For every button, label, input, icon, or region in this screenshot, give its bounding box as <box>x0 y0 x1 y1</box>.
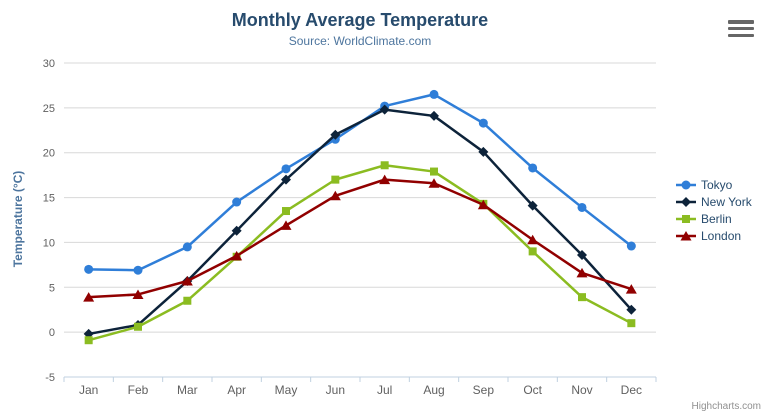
x-axis-label: Mar <box>177 383 198 397</box>
series-marker-london[interactable] <box>625 284 637 294</box>
y-axis-title: Temperature (°C) <box>11 170 25 268</box>
series-line-london[interactable] <box>87 178 633 299</box>
y-axis-label: -5 <box>45 372 55 384</box>
series-marker-london[interactable] <box>280 220 292 230</box>
series-line-berlin[interactable] <box>87 164 633 342</box>
hamburger-icon <box>728 26 754 31</box>
series-marker-berlin[interactable] <box>134 322 142 331</box>
y-axis-label: 5 <box>49 282 55 294</box>
hamburger-icon <box>728 20 754 24</box>
y-axis-label: 20 <box>43 148 55 160</box>
legend-item-london[interactable]: London <box>676 227 752 244</box>
credits-link[interactable]: Highcharts.com <box>691 401 761 412</box>
series-marker-berlin[interactable] <box>430 167 438 176</box>
series-marker-berlin[interactable] <box>627 319 636 328</box>
x-axis-label: Dec <box>621 383 642 397</box>
series-marker-tokyo[interactable] <box>478 118 488 128</box>
chart-title: Monthly Average Temperature <box>231 10 489 30</box>
series-marker-berlin[interactable] <box>578 293 586 302</box>
series-marker-berlin[interactable] <box>183 296 192 305</box>
triangle-marker-icon <box>676 230 696 240</box>
y-axis-label: 25 <box>43 103 55 115</box>
legend-item-tokyo[interactable]: Tokyo <box>676 176 752 193</box>
x-axis-label: Apr <box>227 383 246 397</box>
series-marker-new-york[interactable] <box>577 249 587 260</box>
series-marker-tokyo[interactable] <box>429 89 439 99</box>
x-axis-label: Nov <box>571 383 592 397</box>
series-marker-london[interactable] <box>477 199 489 210</box>
y-axis-label: 30 <box>43 58 55 70</box>
series-marker-new-york[interactable] <box>527 200 538 211</box>
chart-subtitle: Source: WorldClimate.com <box>288 34 432 48</box>
series-marker-london[interactable] <box>132 289 144 299</box>
legend-label: Berlin <box>701 211 732 226</box>
legend-item-new-york[interactable]: New York <box>676 193 752 210</box>
legend-label: Tokyo <box>701 177 733 192</box>
diamond-marker-icon <box>676 196 696 207</box>
series-marker-london[interactable] <box>83 292 95 302</box>
series-marker-berlin[interactable] <box>282 207 290 216</box>
x-axis-label: Feb <box>128 383 149 397</box>
series-tokyo <box>84 89 636 275</box>
x-axis-label: Aug <box>423 383 444 397</box>
series-marker-berlin[interactable] <box>528 247 537 256</box>
circle-marker-icon <box>676 180 696 189</box>
x-axis-label: Jan <box>79 383 98 397</box>
series-marker-london[interactable] <box>329 190 341 201</box>
series-marker-berlin[interactable] <box>380 161 389 170</box>
series-marker-tokyo[interactable] <box>84 264 94 274</box>
y-axis-label: 15 <box>43 193 55 205</box>
square-marker-icon <box>676 214 696 223</box>
series-marker-tokyo[interactable] <box>133 265 143 275</box>
series-london <box>83 174 637 302</box>
x-axis-label: Jul <box>377 383 392 397</box>
series-marker-tokyo[interactable] <box>182 242 192 252</box>
series-marker-new-york[interactable] <box>478 146 489 157</box>
series-marker-london[interactable] <box>527 234 539 245</box>
x-axis-label: May <box>275 383 298 397</box>
series-marker-london[interactable] <box>576 267 588 278</box>
series-marker-london[interactable] <box>231 250 243 261</box>
series-marker-london[interactable] <box>379 174 391 185</box>
series-line-tokyo[interactable] <box>87 93 633 272</box>
series-marker-new-york[interactable] <box>231 225 242 236</box>
series-marker-new-york[interactable] <box>379 104 390 115</box>
series-marker-new-york[interactable] <box>429 110 439 121</box>
legend-label: London <box>701 228 742 243</box>
series-line-new-york[interactable] <box>87 108 633 336</box>
y-axis-label: 0 <box>49 327 55 339</box>
hamburger-icon <box>728 33 754 37</box>
series-marker-london[interactable] <box>181 276 193 286</box>
series-marker-berlin[interactable] <box>331 175 340 184</box>
legend-label: New York <box>701 194 752 209</box>
series-marker-tokyo[interactable] <box>626 241 636 251</box>
series-new-york <box>83 104 637 339</box>
x-axis-label: Jun <box>326 383 345 397</box>
series-marker-tokyo[interactable] <box>528 163 538 173</box>
export-menu-button[interactable] <box>728 20 754 37</box>
series-marker-berlin[interactable] <box>84 336 93 345</box>
legend: Tokyo New York Berlin London <box>676 176 752 244</box>
x-axis-label: Sep <box>473 383 495 397</box>
x-axis-label: Oct <box>523 383 542 397</box>
legend-item-berlin[interactable]: Berlin <box>676 210 752 227</box>
series-marker-tokyo[interactable] <box>232 197 242 207</box>
series-marker-new-york[interactable] <box>330 129 341 140</box>
series-marker-london[interactable] <box>428 178 440 188</box>
series-marker-new-york[interactable] <box>626 304 637 315</box>
series-marker-new-york[interactable] <box>281 174 291 185</box>
series-marker-tokyo[interactable] <box>281 164 291 174</box>
y-axis-label: 10 <box>43 237 55 249</box>
series-marker-tokyo[interactable] <box>577 202 587 212</box>
